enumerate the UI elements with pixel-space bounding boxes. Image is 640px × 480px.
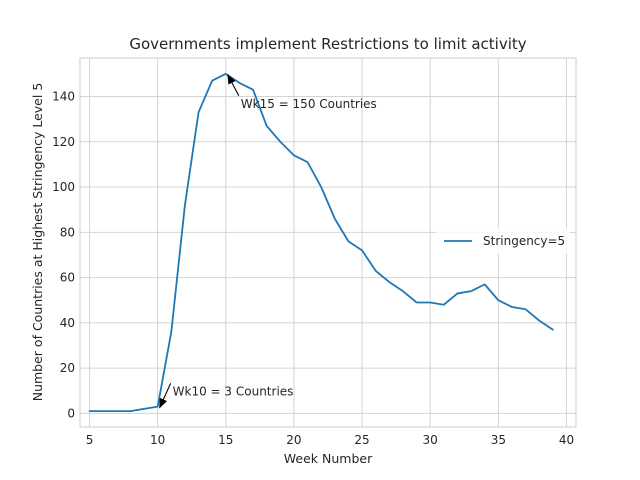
x-tick-label: 35 bbox=[491, 433, 506, 447]
x-axis-label: Week Number bbox=[284, 451, 373, 466]
annotation-label-1: Wk10 = 3 Countries bbox=[173, 384, 294, 398]
x-tick-label: 15 bbox=[218, 433, 233, 447]
y-tick-label: 60 bbox=[60, 271, 75, 285]
y-tick-label: 100 bbox=[52, 180, 75, 194]
grid-lines bbox=[80, 58, 576, 427]
x-tick-label: 30 bbox=[423, 433, 438, 447]
x-tick-label: 25 bbox=[354, 433, 369, 447]
plot-border bbox=[79, 57, 577, 428]
y-axis-label: Number of Countries at Highest Stringenc… bbox=[30, 83, 45, 402]
axes bbox=[79, 57, 577, 428]
y-tick-label: 80 bbox=[60, 225, 75, 239]
series-line-0 bbox=[88, 72, 554, 413]
chart-title: Governments implement Restrictions to li… bbox=[129, 35, 526, 53]
y-tick-label: 40 bbox=[60, 316, 75, 330]
y-tick-label: 0 bbox=[67, 406, 75, 420]
series-layer bbox=[88, 72, 554, 413]
y-tick-label: 120 bbox=[52, 135, 75, 149]
x-tick-label: 40 bbox=[559, 433, 574, 447]
x-tick-label: 5 bbox=[86, 433, 94, 447]
x-tick-label: 20 bbox=[286, 433, 301, 447]
legend: Stringency=5 bbox=[436, 228, 570, 254]
annotation-arrow-1 bbox=[159, 383, 172, 409]
annotations: Wk15 = 150 Countries Wk10 = 3 Countries bbox=[159, 73, 377, 409]
annotation-label-0: Wk15 = 150 Countries bbox=[241, 97, 377, 111]
annotation-arrow-0 bbox=[227, 73, 240, 97]
y-tick-label: 140 bbox=[52, 89, 75, 103]
y-tick-label: 20 bbox=[60, 361, 75, 375]
x-tick-label: 10 bbox=[150, 433, 165, 447]
tick-labels: 5 10 15 20 25 30 35 40 0 20 40 60 80 100 120 140 bbox=[52, 89, 574, 447]
legend-label: Stringency=5 bbox=[483, 234, 565, 248]
